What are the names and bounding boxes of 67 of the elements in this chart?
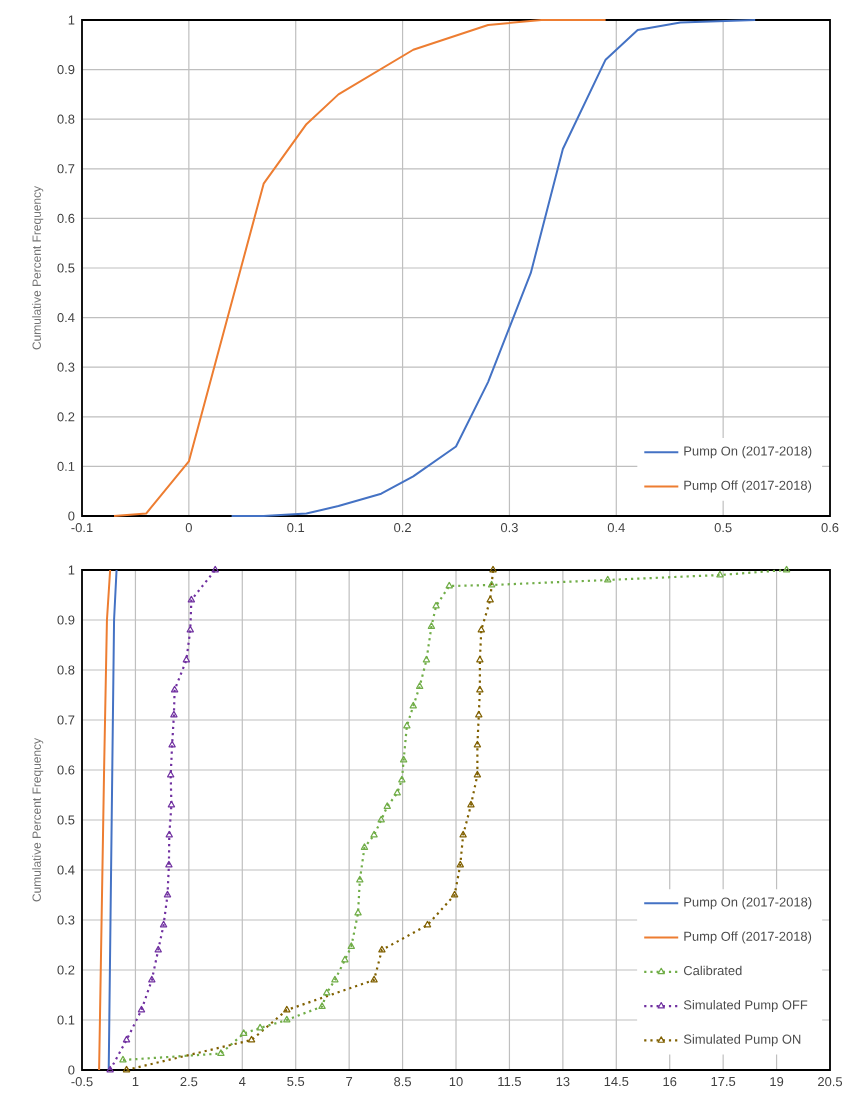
point: [247, 1035, 256, 1043]
point: [473, 740, 482, 748]
point: [486, 595, 494, 603]
point: [356, 875, 364, 883]
point: [354, 908, 362, 916]
point: [165, 830, 173, 838]
point: [167, 800, 176, 808]
point: [347, 942, 355, 949]
point: [211, 565, 219, 573]
point: [403, 721, 411, 729]
point: [360, 843, 369, 850]
point: [393, 788, 401, 796]
point: [256, 1023, 264, 1031]
point: [165, 860, 173, 868]
point: [399, 755, 408, 763]
point: [450, 890, 459, 898]
point: [137, 1005, 146, 1013]
point: [283, 1005, 291, 1013]
point: [170, 710, 178, 718]
point: [240, 1029, 248, 1036]
point: [106, 1065, 114, 1073]
point: [122, 1035, 131, 1043]
point: [318, 1002, 326, 1009]
point: [119, 1055, 127, 1063]
point: [467, 800, 475, 808]
point: [383, 802, 391, 809]
point: [283, 1015, 291, 1023]
point: [323, 988, 331, 996]
point: [432, 601, 440, 609]
point: [476, 685, 484, 693]
point: [415, 682, 424, 689]
point: [378, 945, 386, 953]
point: [476, 655, 484, 663]
point: [159, 920, 168, 928]
point: [422, 655, 431, 663]
point: [186, 625, 194, 633]
point: [445, 581, 453, 589]
line-series: [113, 18, 607, 517]
point: [782, 565, 791, 573]
point: [341, 955, 349, 963]
point: [489, 565, 497, 573]
point: [716, 570, 724, 578]
point: [154, 945, 162, 953]
point: [423, 920, 432, 928]
point: [459, 830, 467, 838]
point: [427, 622, 436, 629]
point: [217, 1049, 225, 1056]
point: [409, 701, 417, 709]
point: [170, 685, 179, 693]
point: [370, 830, 378, 838]
point: [163, 890, 172, 898]
point: [148, 975, 156, 983]
point: [475, 710, 483, 718]
point: [187, 595, 196, 603]
point: [473, 770, 482, 778]
point: [370, 975, 378, 983]
point: [331, 975, 339, 983]
point: [377, 815, 385, 823]
point: [398, 775, 406, 783]
point: [182, 655, 191, 663]
point: [487, 580, 496, 588]
point: [122, 1065, 131, 1073]
point: [477, 625, 485, 633]
point: [456, 860, 464, 868]
point: [166, 770, 175, 778]
point: [168, 740, 176, 748]
point: [604, 575, 612, 583]
